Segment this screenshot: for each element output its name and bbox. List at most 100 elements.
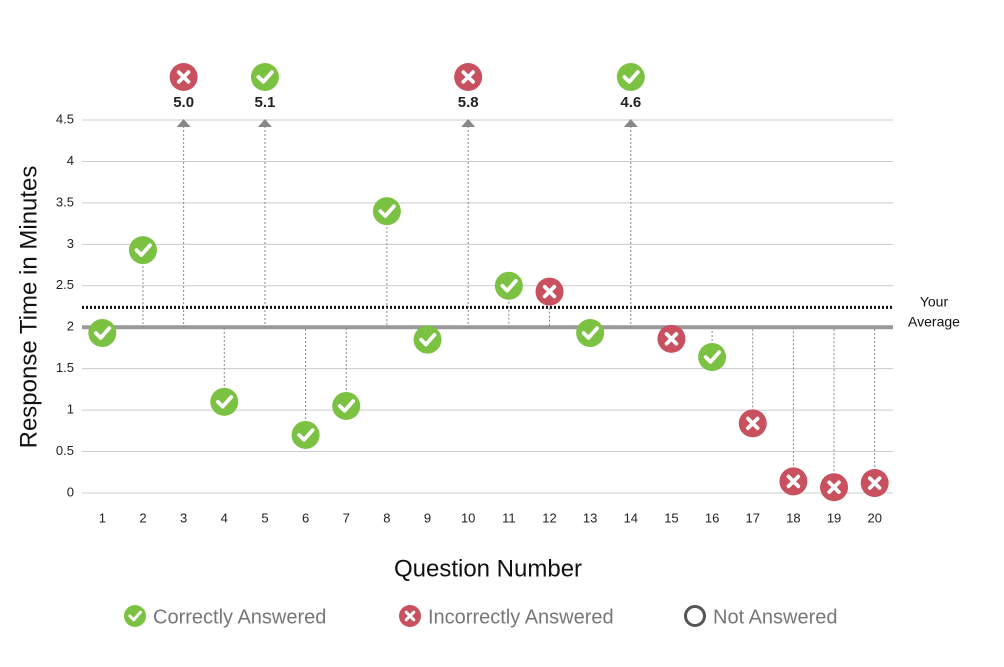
x-tick-label: 13 <box>583 510 597 525</box>
marker-check <box>413 325 442 354</box>
value-label: 5.1 <box>255 94 276 111</box>
marker-ring <box>684 605 706 627</box>
x-tick-label: 17 <box>746 510 760 525</box>
marker-circle <box>576 319 605 348</box>
marker-circle <box>413 325 442 354</box>
marker-cross <box>169 63 198 91</box>
marker-glyph <box>867 476 882 490</box>
y-tick-label: 3.5 <box>56 194 74 209</box>
marker-glyph <box>703 350 721 364</box>
marker-cross <box>535 277 564 306</box>
marker-glyph <box>542 284 557 299</box>
x-tick-label: 2 <box>139 510 146 525</box>
x-tick-label: 15 <box>664 510 678 525</box>
marker-circle <box>128 236 157 265</box>
marker-glyph <box>461 70 475 84</box>
marker-check <box>88 319 117 348</box>
marker-glyph <box>93 326 112 340</box>
x-tick-label: 8 <box>383 510 390 525</box>
marker-glyph <box>622 70 640 84</box>
x-tick-label: 9 <box>424 510 431 525</box>
value-label: 5.8 <box>458 94 479 111</box>
marker-circle <box>616 63 645 91</box>
marker-glyph <box>128 610 142 622</box>
marker-check <box>576 319 605 348</box>
value-label: 5.0 <box>173 94 194 111</box>
y-tick-label: 4 <box>67 153 74 168</box>
marker-check <box>494 271 523 300</box>
marker-cross <box>820 473 849 502</box>
x-tick-label: 6 <box>302 510 309 525</box>
x-tick-label: 12 <box>542 510 556 525</box>
marker-cross <box>779 467 808 496</box>
marker-glyph <box>500 279 518 293</box>
marker-cross <box>860 469 889 498</box>
x-tick-label: 3 <box>180 510 187 525</box>
y-tick-label: 4.5 <box>56 111 74 126</box>
legend-label: Incorrectly Answered <box>428 606 614 628</box>
marker-cross <box>738 409 767 438</box>
marker-cross <box>657 324 686 353</box>
x-tick-label: 7 <box>343 510 350 525</box>
marker-check <box>698 343 727 372</box>
legend-label: Correctly Answered <box>153 606 326 628</box>
average-label: Your <box>920 294 949 310</box>
marker-check <box>124 605 146 627</box>
marker-glyph <box>581 326 600 340</box>
marker-circle <box>210 387 239 416</box>
average-label: Average <box>908 314 960 330</box>
y-tick-label: 0.5 <box>56 443 74 458</box>
x-tick-label: 5 <box>261 510 268 525</box>
marker-circle <box>124 605 146 627</box>
y-tick-label: 0 <box>67 484 74 499</box>
marker-circle <box>291 420 320 449</box>
x-tick-label: 14 <box>624 510 638 525</box>
marker-glyph <box>176 70 191 84</box>
y-tick-label: 1.5 <box>56 360 74 375</box>
marker-check <box>332 391 361 420</box>
value-label: 4.6 <box>620 94 641 111</box>
marker-glyph <box>827 480 841 494</box>
x-tick-label: 19 <box>827 510 841 525</box>
legend-label: Not Answered <box>713 606 838 628</box>
x-tick-label: 16 <box>705 510 719 525</box>
x-tick-label: 4 <box>221 510 228 525</box>
x-tick-label: 10 <box>461 510 475 525</box>
x-tick-label: 1 <box>99 510 106 525</box>
marker-check <box>291 420 320 449</box>
overflow-arrow <box>176 119 191 127</box>
y-tick-label: 3 <box>67 236 74 251</box>
marker-check <box>210 387 239 416</box>
marker-check <box>250 63 279 91</box>
overflow-arrow <box>623 119 638 127</box>
overflow-arrow <box>257 119 272 127</box>
marker-ring <box>684 605 706 627</box>
marker-glyph <box>404 610 416 622</box>
marker-cross <box>399 605 421 627</box>
marker-check <box>372 197 401 226</box>
y-tick-label: 1 <box>67 402 74 417</box>
marker-glyph <box>256 70 274 84</box>
marker-check <box>128 236 157 265</box>
marker-glyph <box>134 243 152 257</box>
y-tick-label: 2.5 <box>56 277 74 292</box>
marker-glyph <box>746 416 760 431</box>
marker-check <box>616 63 645 91</box>
x-axis-title: Question Number <box>394 555 582 582</box>
y-axis-title: Response Time in Minutes <box>15 166 42 449</box>
marker-circle <box>698 343 727 372</box>
marker-glyph <box>297 428 315 442</box>
marker-glyph <box>337 399 356 413</box>
marker-circle <box>332 391 361 420</box>
marker-circle <box>494 271 523 300</box>
marker-glyph <box>664 332 679 346</box>
marker-glyph <box>215 395 234 409</box>
x-tick-label: 18 <box>786 510 800 525</box>
overflow-arrow <box>461 119 476 127</box>
marker-glyph <box>378 204 396 218</box>
marker-circle <box>372 197 401 226</box>
marker-cross <box>454 63 483 91</box>
marker-glyph <box>419 332 437 347</box>
